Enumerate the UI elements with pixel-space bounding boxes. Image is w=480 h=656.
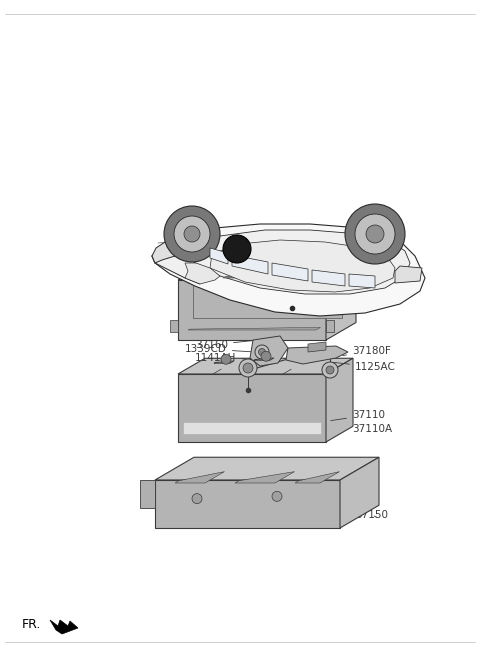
Polygon shape <box>223 271 290 278</box>
Polygon shape <box>170 320 178 332</box>
Text: FR.: FR. <box>22 618 41 631</box>
Polygon shape <box>312 270 345 286</box>
Circle shape <box>272 491 282 501</box>
Circle shape <box>243 363 253 373</box>
Polygon shape <box>308 342 326 352</box>
Circle shape <box>255 345 269 359</box>
Polygon shape <box>192 268 341 318</box>
Polygon shape <box>178 262 356 280</box>
Polygon shape <box>210 240 395 292</box>
Circle shape <box>164 206 220 262</box>
Circle shape <box>174 216 210 252</box>
Text: 1125AC: 1125AC <box>333 362 396 372</box>
Polygon shape <box>155 457 379 480</box>
Polygon shape <box>195 230 410 294</box>
Polygon shape <box>295 472 339 483</box>
Polygon shape <box>188 268 341 283</box>
Polygon shape <box>235 472 295 483</box>
Polygon shape <box>152 246 200 284</box>
Polygon shape <box>175 472 225 483</box>
Polygon shape <box>152 236 195 263</box>
Polygon shape <box>155 480 340 528</box>
Text: 37110: 37110 <box>331 410 385 420</box>
Polygon shape <box>326 358 353 442</box>
Circle shape <box>239 359 257 377</box>
Text: 37180F: 37180F <box>343 346 391 356</box>
Polygon shape <box>228 249 243 260</box>
Polygon shape <box>286 346 348 364</box>
Polygon shape <box>178 374 326 442</box>
Circle shape <box>366 225 384 243</box>
Polygon shape <box>152 224 425 316</box>
Polygon shape <box>272 263 308 281</box>
Text: 37112: 37112 <box>331 278 385 293</box>
Polygon shape <box>210 248 228 264</box>
Circle shape <box>221 354 231 364</box>
Polygon shape <box>188 327 321 330</box>
Polygon shape <box>340 457 379 528</box>
Polygon shape <box>183 422 321 434</box>
Circle shape <box>184 226 200 242</box>
Circle shape <box>345 204 405 264</box>
Polygon shape <box>178 358 353 374</box>
Text: 37160: 37160 <box>195 340 255 350</box>
Polygon shape <box>178 280 326 340</box>
Circle shape <box>326 366 334 374</box>
Polygon shape <box>185 263 220 284</box>
Circle shape <box>355 214 395 254</box>
Circle shape <box>261 351 271 361</box>
Polygon shape <box>395 266 422 283</box>
Polygon shape <box>326 262 356 340</box>
Circle shape <box>223 235 251 263</box>
Polygon shape <box>140 480 155 508</box>
Circle shape <box>322 362 338 378</box>
Circle shape <box>192 493 202 504</box>
Polygon shape <box>326 320 334 332</box>
Polygon shape <box>250 336 288 366</box>
Polygon shape <box>232 255 268 274</box>
Polygon shape <box>349 274 375 288</box>
Circle shape <box>259 348 265 356</box>
Polygon shape <box>214 361 234 363</box>
Text: 1141AH: 1141AH <box>195 353 245 363</box>
Text: 1339CD: 1339CD <box>185 344 252 354</box>
Polygon shape <box>254 358 274 360</box>
Text: 37150: 37150 <box>355 510 388 520</box>
Polygon shape <box>50 620 78 634</box>
Text: 37110A: 37110A <box>352 424 392 434</box>
